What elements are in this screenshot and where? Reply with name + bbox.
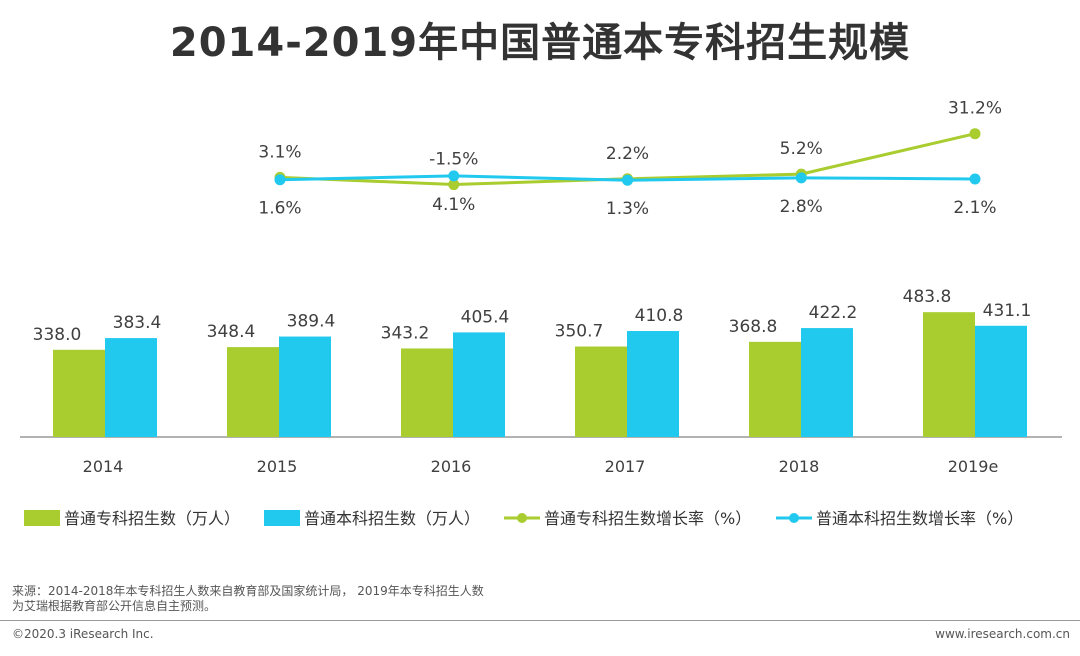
bar-undergrad-2016 — [453, 332, 505, 437]
bar-label-undergrad-2014: 383.4 — [113, 313, 162, 333]
vocational-growth-label-2: 2.2% — [606, 144, 649, 164]
bar-label-vocational-2014: 338.0 — [33, 325, 82, 345]
legend-label-1: 普通本科招生数（万人） — [304, 509, 480, 528]
bar-label-undergrad-2018: 422.2 — [809, 303, 858, 323]
legend-marker-2 — [517, 513, 527, 523]
bar-label-vocational-2017: 350.7 — [555, 322, 604, 342]
legend-label-0: 普通专科招生数（万人） — [64, 509, 240, 528]
bar-vocational-2018 — [749, 341, 801, 437]
legend-swatch-0 — [24, 510, 60, 526]
undergrad-growth-point-4 — [969, 173, 981, 185]
chart-title: 2014-2019年中国普通本专科招生规模 — [169, 20, 911, 66]
x-tick-2015: 2015 — [257, 457, 298, 476]
undergrad-growth-label-3: 2.8% — [780, 197, 823, 217]
bar-vocational-2019e — [923, 312, 975, 437]
bar-vocational-2017 — [575, 346, 627, 437]
x-tick-2014: 2014 — [83, 457, 124, 476]
legend-marker-3 — [789, 513, 799, 523]
bar-label-vocational-2018: 368.8 — [729, 317, 778, 337]
undergrad-growth-point-2 — [622, 174, 633, 186]
bar-undergrad-2018 — [801, 328, 853, 437]
x-tick-2019e: 2019e — [948, 457, 999, 476]
bar-vocational-2015 — [227, 347, 279, 437]
bar-undergrad-2017 — [627, 331, 679, 437]
undergrad-growth-point-3 — [795, 172, 807, 184]
undergrad-growth-label-1: 4.1% — [432, 195, 475, 215]
bar-undergrad-2014 — [105, 338, 157, 437]
bar-label-undergrad-2019e: 431.1 — [983, 301, 1032, 321]
undergrad-growth-label-2: 1.3% — [606, 199, 649, 219]
bar-label-vocational-2015: 348.4 — [207, 322, 256, 342]
legend-label-3: 普通本科招生数增长率（%） — [816, 509, 1023, 528]
bar-undergrad-2019e — [975, 325, 1027, 437]
x-tick-2016: 2016 — [431, 457, 472, 476]
chart-canvas: 338.0 348.4 343.2 350.7 368.8 483.8 383.4 389.4… — [20, 99, 1062, 528]
source-note: 来源：2014-2018年本专科招生人数来自教育部及国家统计局， 2019年本专… — [12, 584, 572, 614]
copyright: ©2020.3 iResearch Inc. — [12, 627, 154, 641]
vocational-growth-point-4 — [969, 128, 981, 140]
bar-label-undergrad-2015: 389.4 — [287, 312, 336, 332]
bar-vocational-2014 — [53, 349, 105, 437]
vocational-growth-label-4: 31.2% — [948, 99, 1002, 119]
undergrad-growth-point-1 — [448, 170, 460, 182]
undergrad-growth-label-4: 2.1% — [953, 198, 996, 218]
vocational-growth-label-0: 3.1% — [258, 142, 301, 162]
website-link[interactable]: www.iresearch.com.cn — [935, 627, 1070, 641]
legend-label-2: 普通专科招生数增长率（%） — [544, 509, 751, 528]
bar-label-vocational-2016: 343.2 — [381, 323, 430, 343]
source-line-2: 为艾瑞根据教育部公开信息自主预测。 — [12, 599, 217, 613]
x-tick-2017: 2017 — [605, 457, 646, 476]
undergrad-growth-label-0: 1.6% — [258, 199, 301, 219]
x-tick-2018: 2018 — [779, 457, 820, 476]
bar-undergrad-2015 — [279, 336, 331, 437]
vocational-growth-label-1: -1.5% — [429, 150, 478, 170]
bar-label-vocational-2019e: 483.8 — [903, 287, 952, 307]
bar-label-undergrad-2016: 405.4 — [461, 307, 510, 327]
source-line-1: 来源：2014-2018年本专科招生人数来自教育部及国家统计局， 2019年本专… — [12, 584, 484, 598]
bar-vocational-2016 — [401, 348, 453, 437]
undergrad-growth-point-0 — [274, 174, 286, 186]
bar-label-undergrad-2017: 410.8 — [635, 306, 684, 326]
footer-divider — [0, 620, 1080, 621]
vocational-growth-point-1 — [448, 179, 460, 191]
legend-swatch-1 — [264, 510, 300, 526]
vocational-growth-label-3: 5.2% — [780, 139, 823, 159]
